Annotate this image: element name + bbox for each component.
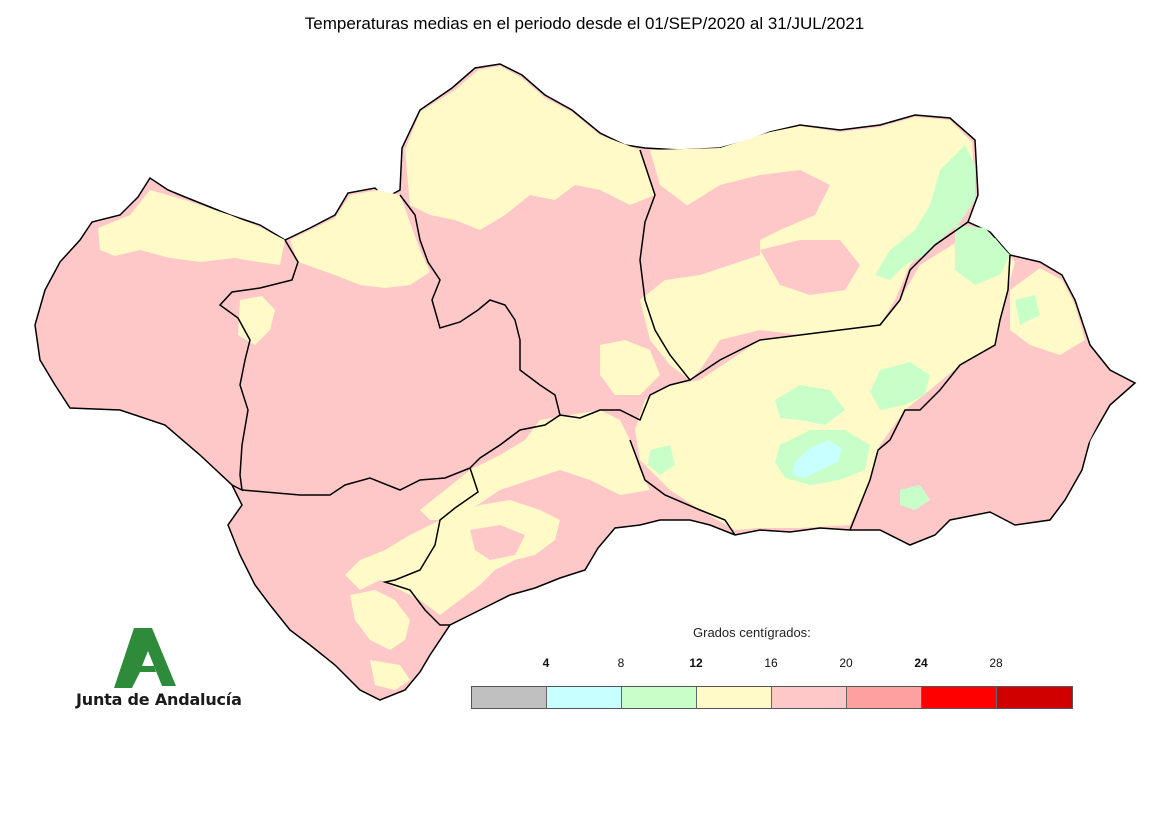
legend-tick-12: 12 [689,656,703,670]
legend-tick-16: 16 [764,656,778,670]
legend-swatch-6 [922,687,997,708]
legend-tick-20: 20 [839,656,853,670]
warm-patches [470,170,1105,560]
legend-tick-28: 28 [989,656,1003,670]
legend-title: Grados centígrados: [693,625,811,640]
legend-swatch-4 [772,687,847,708]
cold-zones [792,440,842,478]
legend-tick-24: 24 [914,656,928,670]
legend-swatch-5 [847,687,922,708]
province-borders [218,149,1011,626]
junta-andalucia-logo [114,628,176,688]
logo-mark [114,628,176,688]
legend-swatch-3 [697,687,772,708]
legend-tick-8: 8 [617,656,625,670]
legend-tick-4: 4 [542,656,550,670]
legend-swatch-7 [997,687,1072,708]
cool-zones [648,145,1040,510]
legend-swatch-0 [472,687,547,708]
legend-color-bar [471,686,1073,709]
logo-text: Junta de Andalucía [76,690,242,709]
map-title: Temperaturas medias en el periodo desde … [304,14,865,33]
legend-swatch-1 [547,687,622,708]
legend-swatch-2 [622,687,697,708]
